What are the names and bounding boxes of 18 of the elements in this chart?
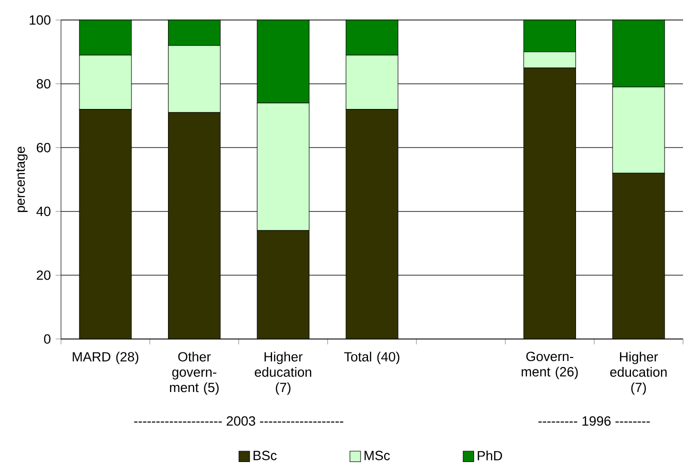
x-tick-label: Govern-ment (26) [522, 352, 578, 380]
y-tick-label: 80 [36, 79, 50, 89]
text: --------- 1996 -------- [538, 416, 650, 426]
x-tick-label: Total (40) [344, 352, 400, 364]
y-tick-label: 60 [36, 143, 50, 153]
y-tick-label: 0 [44, 334, 50, 344]
y-tick-label: 40 [36, 206, 50, 216]
legend-label: PhD [478, 450, 502, 460]
y-tick-label: 100 [30, 15, 50, 25]
y-axis-title: percentage [16, 146, 28, 212]
legend-label: BSc [254, 450, 277, 460]
legend-label: MSc [364, 450, 390, 460]
x-tick-label: Higher education (7) [610, 352, 667, 396]
x-tick-label: Other govern-ment (5) [170, 352, 219, 396]
x-tick-label: Higher education (7) [254, 352, 312, 396]
y-tick-label: 20 [36, 270, 50, 280]
text: -------------------- 2003 ------------------- [134, 416, 344, 426]
x-tick-label: MARD (28) [72, 352, 138, 364]
